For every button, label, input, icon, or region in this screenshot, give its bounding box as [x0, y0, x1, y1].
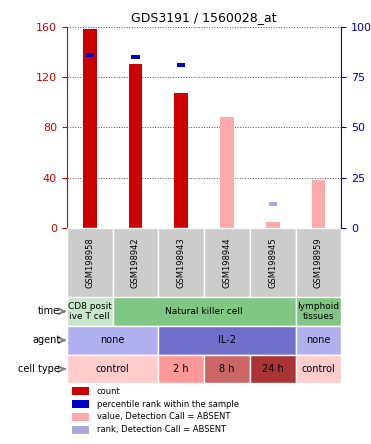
Text: rank, Detection Call = ABSENT: rank, Detection Call = ABSENT	[97, 425, 226, 434]
Text: percentile rank within the sample: percentile rank within the sample	[97, 400, 239, 408]
Text: 24 h: 24 h	[262, 364, 283, 374]
Text: GSM198943: GSM198943	[177, 237, 186, 288]
Text: GSM198944: GSM198944	[223, 237, 232, 288]
Text: GSM198959: GSM198959	[314, 237, 323, 288]
FancyBboxPatch shape	[296, 297, 341, 326]
Text: cell type: cell type	[19, 364, 60, 374]
FancyBboxPatch shape	[67, 228, 112, 297]
Bar	[72, 400, 89, 408]
Text: IL-2: IL-2	[218, 335, 236, 345]
Bar	[220, 117, 234, 228]
Title: GDS3191 / 1560028_at: GDS3191 / 1560028_at	[131, 11, 277, 24]
Bar	[128, 64, 142, 228]
FancyBboxPatch shape	[158, 355, 204, 383]
Text: agent: agent	[32, 335, 60, 345]
FancyBboxPatch shape	[158, 326, 296, 355]
FancyBboxPatch shape	[67, 326, 158, 355]
Bar	[269, 202, 277, 206]
Bar	[72, 413, 89, 421]
FancyBboxPatch shape	[250, 228, 296, 297]
Bar	[72, 426, 89, 434]
Text: GSM198942: GSM198942	[131, 237, 140, 288]
FancyBboxPatch shape	[112, 297, 296, 326]
Bar	[72, 387, 89, 395]
Text: time: time	[38, 306, 60, 317]
Text: GSM198958: GSM198958	[85, 237, 94, 288]
Text: control: control	[302, 364, 335, 374]
FancyBboxPatch shape	[67, 355, 158, 383]
Bar	[312, 180, 325, 228]
FancyBboxPatch shape	[204, 355, 250, 383]
Text: 8 h: 8 h	[219, 364, 235, 374]
Text: Natural killer cell: Natural killer cell	[165, 307, 243, 316]
Bar	[174, 93, 188, 228]
FancyBboxPatch shape	[112, 228, 158, 297]
FancyBboxPatch shape	[296, 355, 341, 383]
Text: lymphoid
tissues: lymphoid tissues	[298, 302, 339, 321]
Text: 2 h: 2 h	[173, 364, 189, 374]
FancyBboxPatch shape	[296, 326, 341, 355]
FancyBboxPatch shape	[204, 228, 250, 297]
Bar	[177, 63, 185, 67]
Text: none: none	[100, 335, 125, 345]
FancyBboxPatch shape	[158, 228, 204, 297]
FancyBboxPatch shape	[296, 228, 341, 297]
Text: value, Detection Call = ABSENT: value, Detection Call = ABSENT	[97, 412, 230, 421]
Bar	[86, 53, 94, 57]
Text: none: none	[306, 335, 331, 345]
Bar	[131, 55, 139, 59]
Bar	[266, 222, 280, 228]
Text: count: count	[97, 387, 121, 396]
Text: GSM198945: GSM198945	[268, 237, 277, 288]
FancyBboxPatch shape	[250, 355, 296, 383]
FancyBboxPatch shape	[67, 297, 112, 326]
Text: control: control	[96, 364, 129, 374]
Bar	[83, 29, 96, 228]
Text: CD8 posit
ive T cell: CD8 posit ive T cell	[68, 302, 112, 321]
